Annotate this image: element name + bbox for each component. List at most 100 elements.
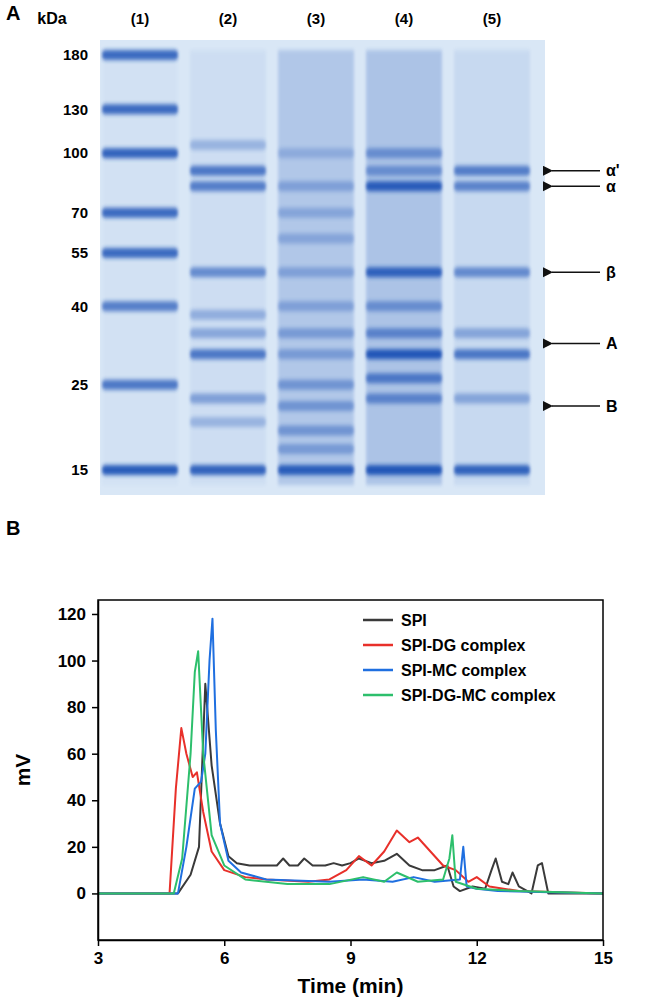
tick: 70 — [71, 204, 96, 221]
gel-background — [100, 40, 545, 495]
tick-label: 9 — [346, 949, 355, 968]
tick: 0 — [77, 884, 98, 903]
tick-mark — [224, 940, 226, 946]
legend-label: SPI-DG-MC complex — [401, 687, 556, 704]
gel-band — [278, 208, 354, 218]
gel-band — [102, 50, 178, 60]
tick-mark — [92, 753, 98, 755]
tick-label: 55 — [71, 244, 88, 261]
lane-label: (3) — [307, 10, 325, 27]
tick: 9 — [346, 940, 355, 968]
gel-band — [190, 166, 266, 176]
gel-band — [366, 267, 442, 277]
tick: 100 — [63, 144, 96, 161]
gel-band — [278, 465, 354, 475]
plot-frame — [98, 600, 603, 940]
gel-band — [190, 310, 266, 320]
tick: 25 — [71, 376, 96, 393]
gel-band — [454, 394, 530, 404]
legend-swatch — [363, 644, 393, 647]
gel-band — [102, 148, 178, 158]
gel-band — [190, 394, 266, 404]
tick: 40 — [71, 297, 96, 314]
gel-band — [454, 465, 530, 475]
legend: SPISPI-DG complexSPI-MC complexSPI-DG-MC… — [363, 612, 556, 704]
legend-swatch — [363, 619, 393, 622]
gel-band — [366, 181, 442, 191]
lane-label: (4) — [395, 10, 413, 27]
figure: AkDa (1) (2) (3) (4) (5) 180 130 100 70 55 40 25 15 α'… — [0, 0, 669, 1007]
gel-band — [278, 328, 354, 338]
gel-band — [278, 349, 354, 359]
gel-band — [454, 181, 530, 191]
lane-label: (1) — [131, 10, 149, 27]
band-arrow — [552, 186, 600, 188]
series-line — [98, 728, 603, 893]
band-arrow — [552, 343, 600, 345]
lane-smear — [278, 50, 354, 485]
gel-band — [102, 301, 178, 311]
band-arrow — [552, 405, 600, 407]
band-label: A — [606, 335, 618, 352]
tick-label: 20 — [67, 838, 86, 857]
legend-entry: SPI-DG-MC complex — [363, 687, 556, 704]
lane-smear — [102, 50, 178, 485]
band-label: α' — [606, 162, 620, 179]
axis-line — [96, 56, 97, 471]
tick-label: 100 — [58, 651, 86, 670]
tick-label: 180 — [63, 46, 88, 63]
gel-band — [190, 465, 266, 475]
gel-band — [102, 208, 178, 218]
gel-band — [102, 465, 178, 475]
kda-axis: 180 130 100 70 55 40 25 15 — [63, 46, 97, 478]
tick-mark — [92, 707, 98, 709]
axis-title: mV — [11, 754, 34, 787]
tick-label: 70 — [71, 204, 88, 221]
lane-label: (5) — [483, 10, 501, 27]
panel-label: B — [6, 517, 20, 539]
gel-band — [366, 166, 442, 176]
tick-mark — [92, 660, 98, 662]
gel-band — [454, 166, 530, 176]
gel-band — [454, 328, 530, 338]
tick-label: 130 — [63, 101, 88, 118]
gel-band — [190, 267, 266, 277]
band-label: α — [606, 178, 616, 195]
tick-label: 25 — [71, 376, 88, 393]
gel-band — [366, 349, 442, 359]
axis-title: Time (min) — [298, 974, 404, 997]
legend-entry: SPI-DG complex — [363, 637, 526, 654]
band-label: β — [606, 264, 616, 281]
gel-band — [366, 373, 442, 383]
gel-band — [278, 148, 354, 158]
gel-band — [366, 394, 442, 404]
gel-band — [278, 444, 354, 454]
x-axis: 3691215 — [94, 940, 613, 968]
tick-mark — [350, 940, 352, 946]
tick: 15 — [71, 461, 96, 478]
gel-lanes — [102, 50, 530, 485]
lane-smear — [366, 50, 442, 485]
gel-band — [366, 301, 442, 311]
tick-label: 40 — [71, 297, 88, 314]
lane-label: (2) — [219, 10, 237, 27]
gel-band — [102, 380, 178, 390]
tick-mark — [603, 940, 605, 946]
axis-title: kDa — [37, 10, 66, 27]
legend-swatch — [363, 694, 393, 697]
tick-label: 12 — [468, 949, 487, 968]
tick: 15 — [594, 940, 613, 968]
gel-band — [366, 328, 442, 338]
legend-entry: SPI-MC complex — [363, 662, 526, 679]
gel-band — [190, 349, 266, 359]
tick-label: 15 — [594, 949, 613, 968]
gel-band — [366, 148, 442, 158]
gel-band — [366, 465, 442, 475]
gel-band — [190, 140, 266, 150]
y-axis: 020406080100120 — [58, 601, 99, 941]
legend-label: SPI-DG complex — [401, 637, 526, 654]
tick-label: 6 — [220, 949, 229, 968]
gel-band — [278, 401, 354, 411]
tick-label: 40 — [67, 791, 86, 810]
tick-mark — [477, 940, 479, 946]
